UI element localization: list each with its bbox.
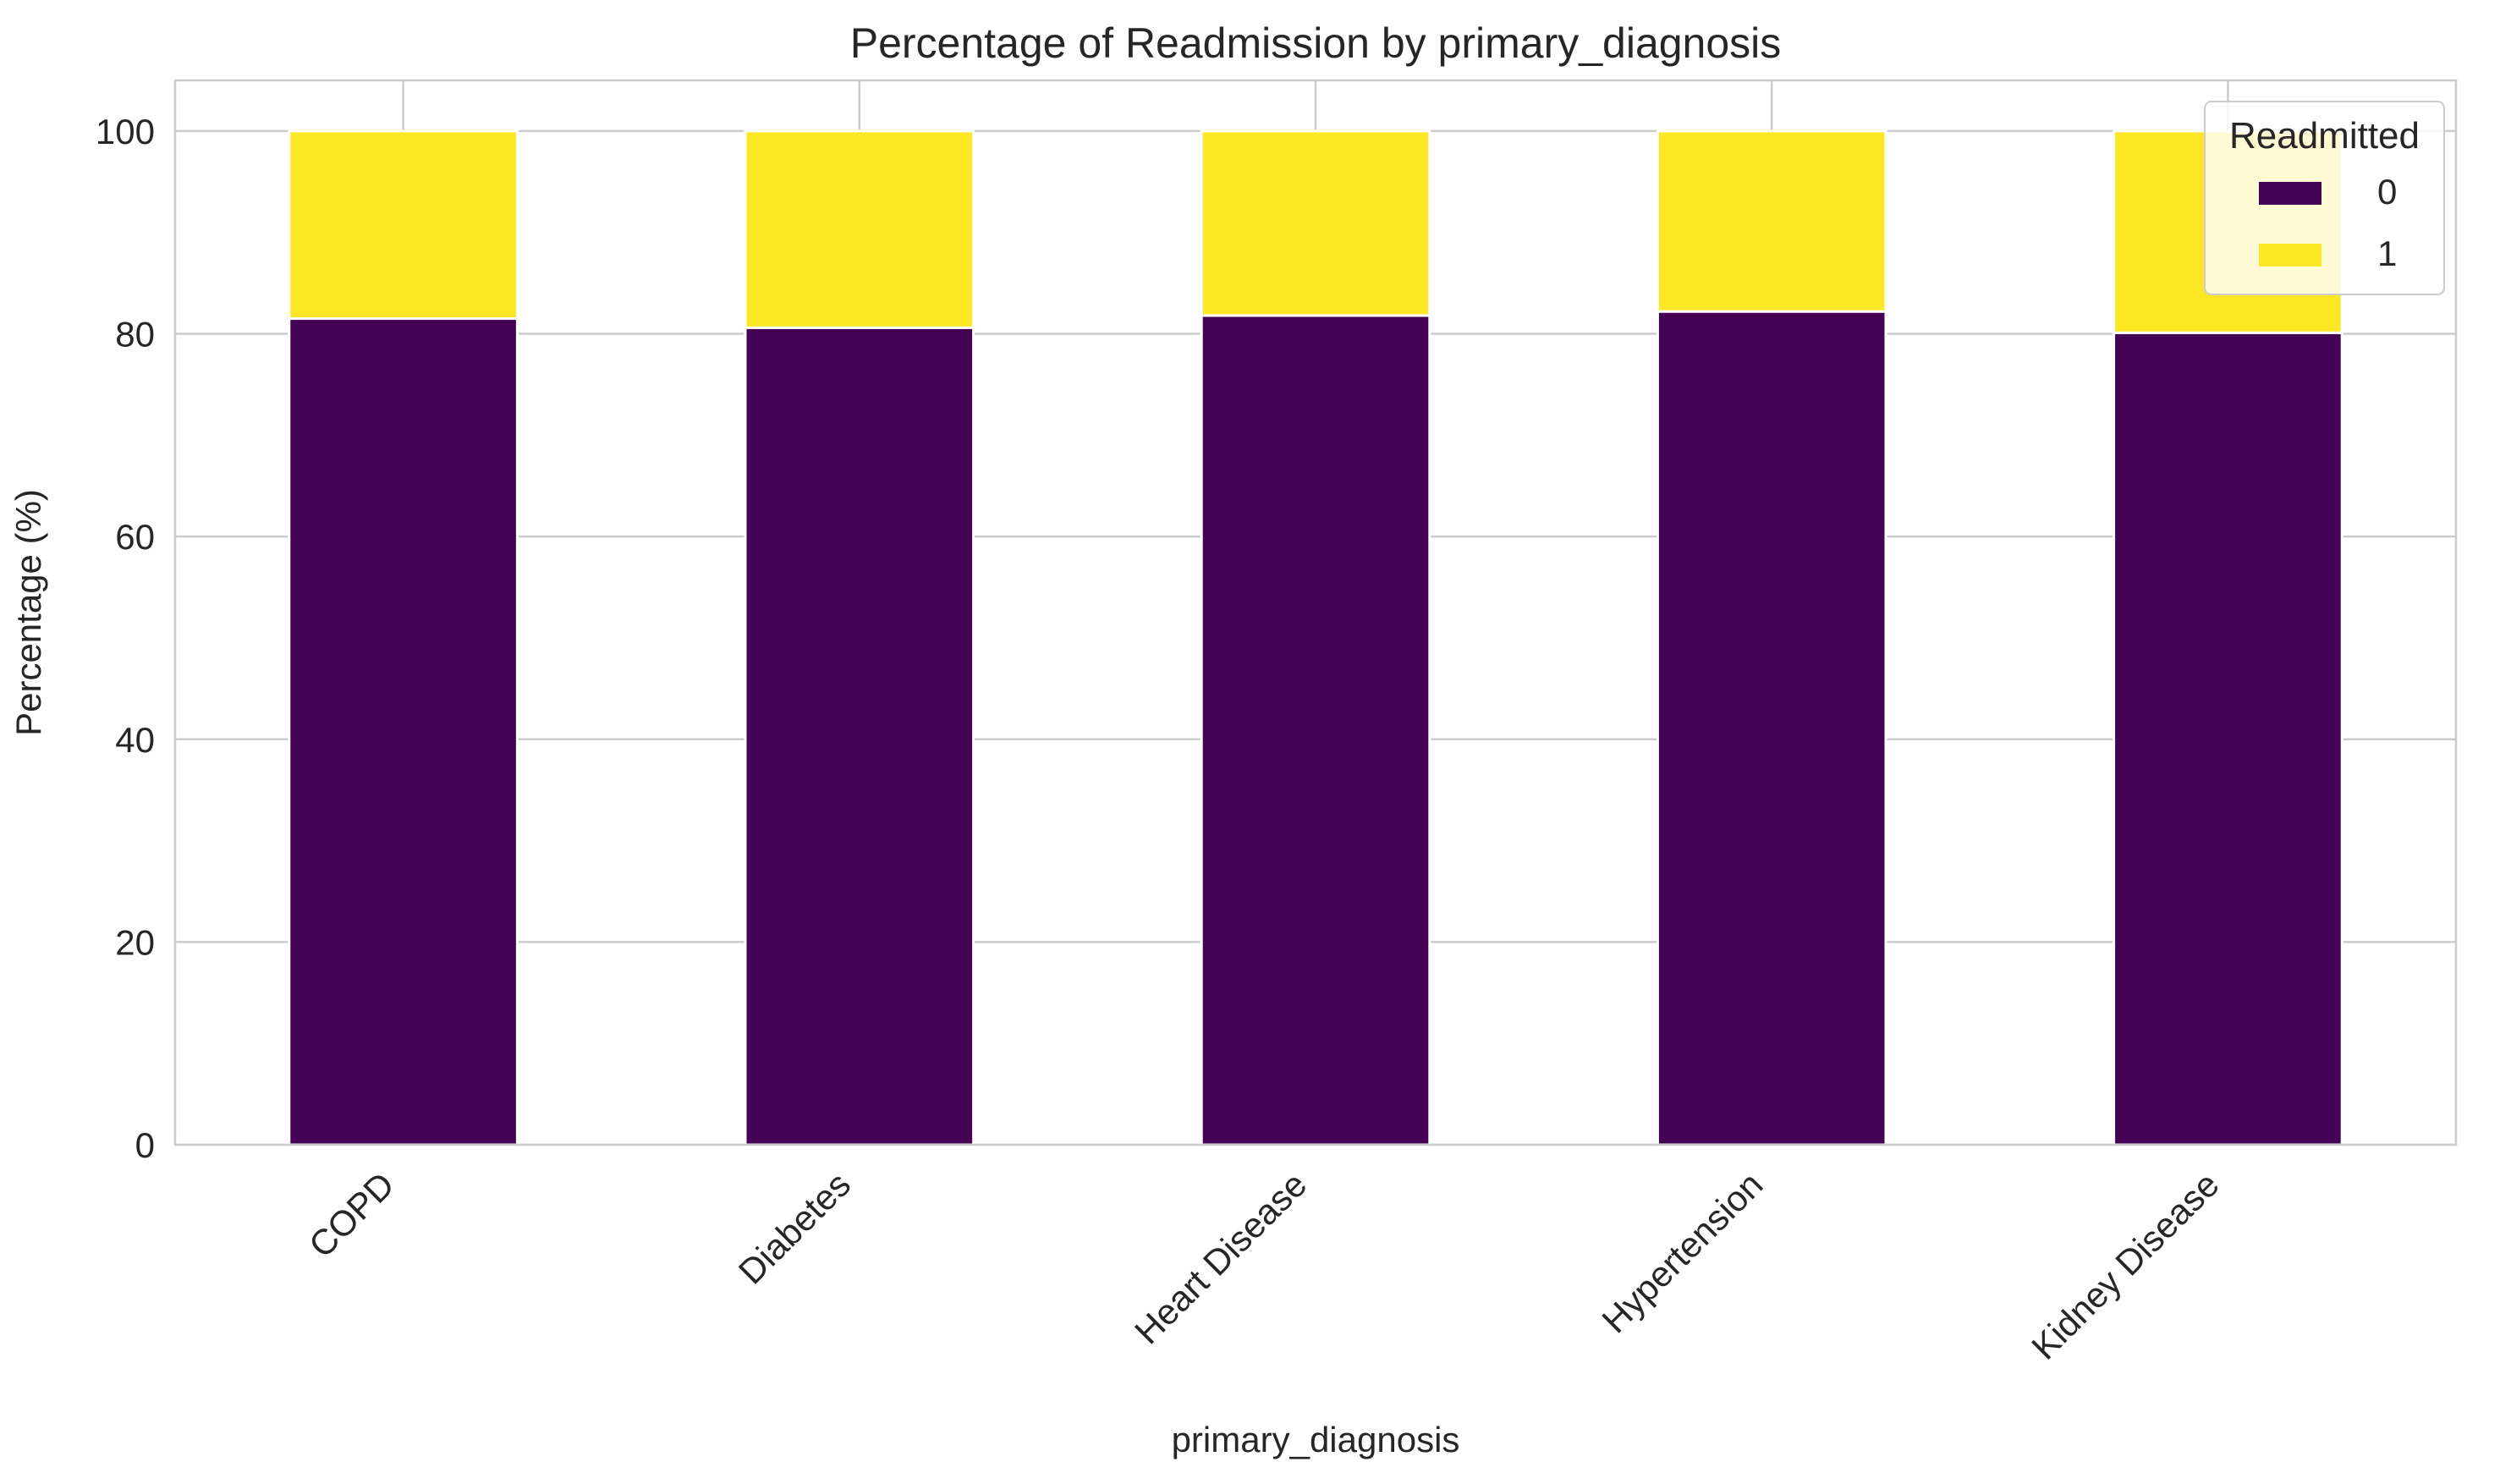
bar-hypertension-readmitted-1 <box>1656 129 1887 313</box>
legend: Readmitted 0 1 <box>2204 101 2445 295</box>
bar-hypertension-readmitted-0 <box>1656 310 1887 1146</box>
bar-diabetes-readmitted-1 <box>744 129 975 329</box>
chart-title: Percentage of Readmission by primary_dia… <box>850 19 1782 67</box>
bars <box>288 129 2343 1146</box>
legend-swatch-0 <box>2259 182 2321 205</box>
y-tick-label: 60 <box>115 517 155 557</box>
bar-diabetes-readmitted-0 <box>744 326 975 1146</box>
x-axis-label: primary_diagnosis <box>1172 1420 1460 1459</box>
y-tick-label: 20 <box>115 922 155 962</box>
y-tick-label: 40 <box>115 720 155 760</box>
bar-copd-readmitted-1 <box>288 129 519 321</box>
bar-heart-disease-readmitted-0 <box>1200 314 1431 1146</box>
legend-label-1: 1 <box>2377 234 2397 273</box>
y-tick-label: 0 <box>135 1125 155 1165</box>
legend-title: Readmitted <box>2229 115 2420 157</box>
plot-frame <box>173 79 2458 1146</box>
y-axis-label: Percentage (%) <box>8 489 48 736</box>
bar-heart-disease-readmitted-1 <box>1200 129 1431 317</box>
y-tick-label: 100 <box>96 112 155 151</box>
legend-swatch-1 <box>2259 244 2321 267</box>
legend-label-0: 0 <box>2377 172 2397 212</box>
bar-kidney-disease-readmitted-0 <box>2113 331 2343 1146</box>
y-axis-ticks: 0 20 40 60 80 100 <box>96 112 155 1165</box>
bar-copd-readmitted-0 <box>288 317 519 1146</box>
y-tick-label: 80 <box>115 315 155 355</box>
